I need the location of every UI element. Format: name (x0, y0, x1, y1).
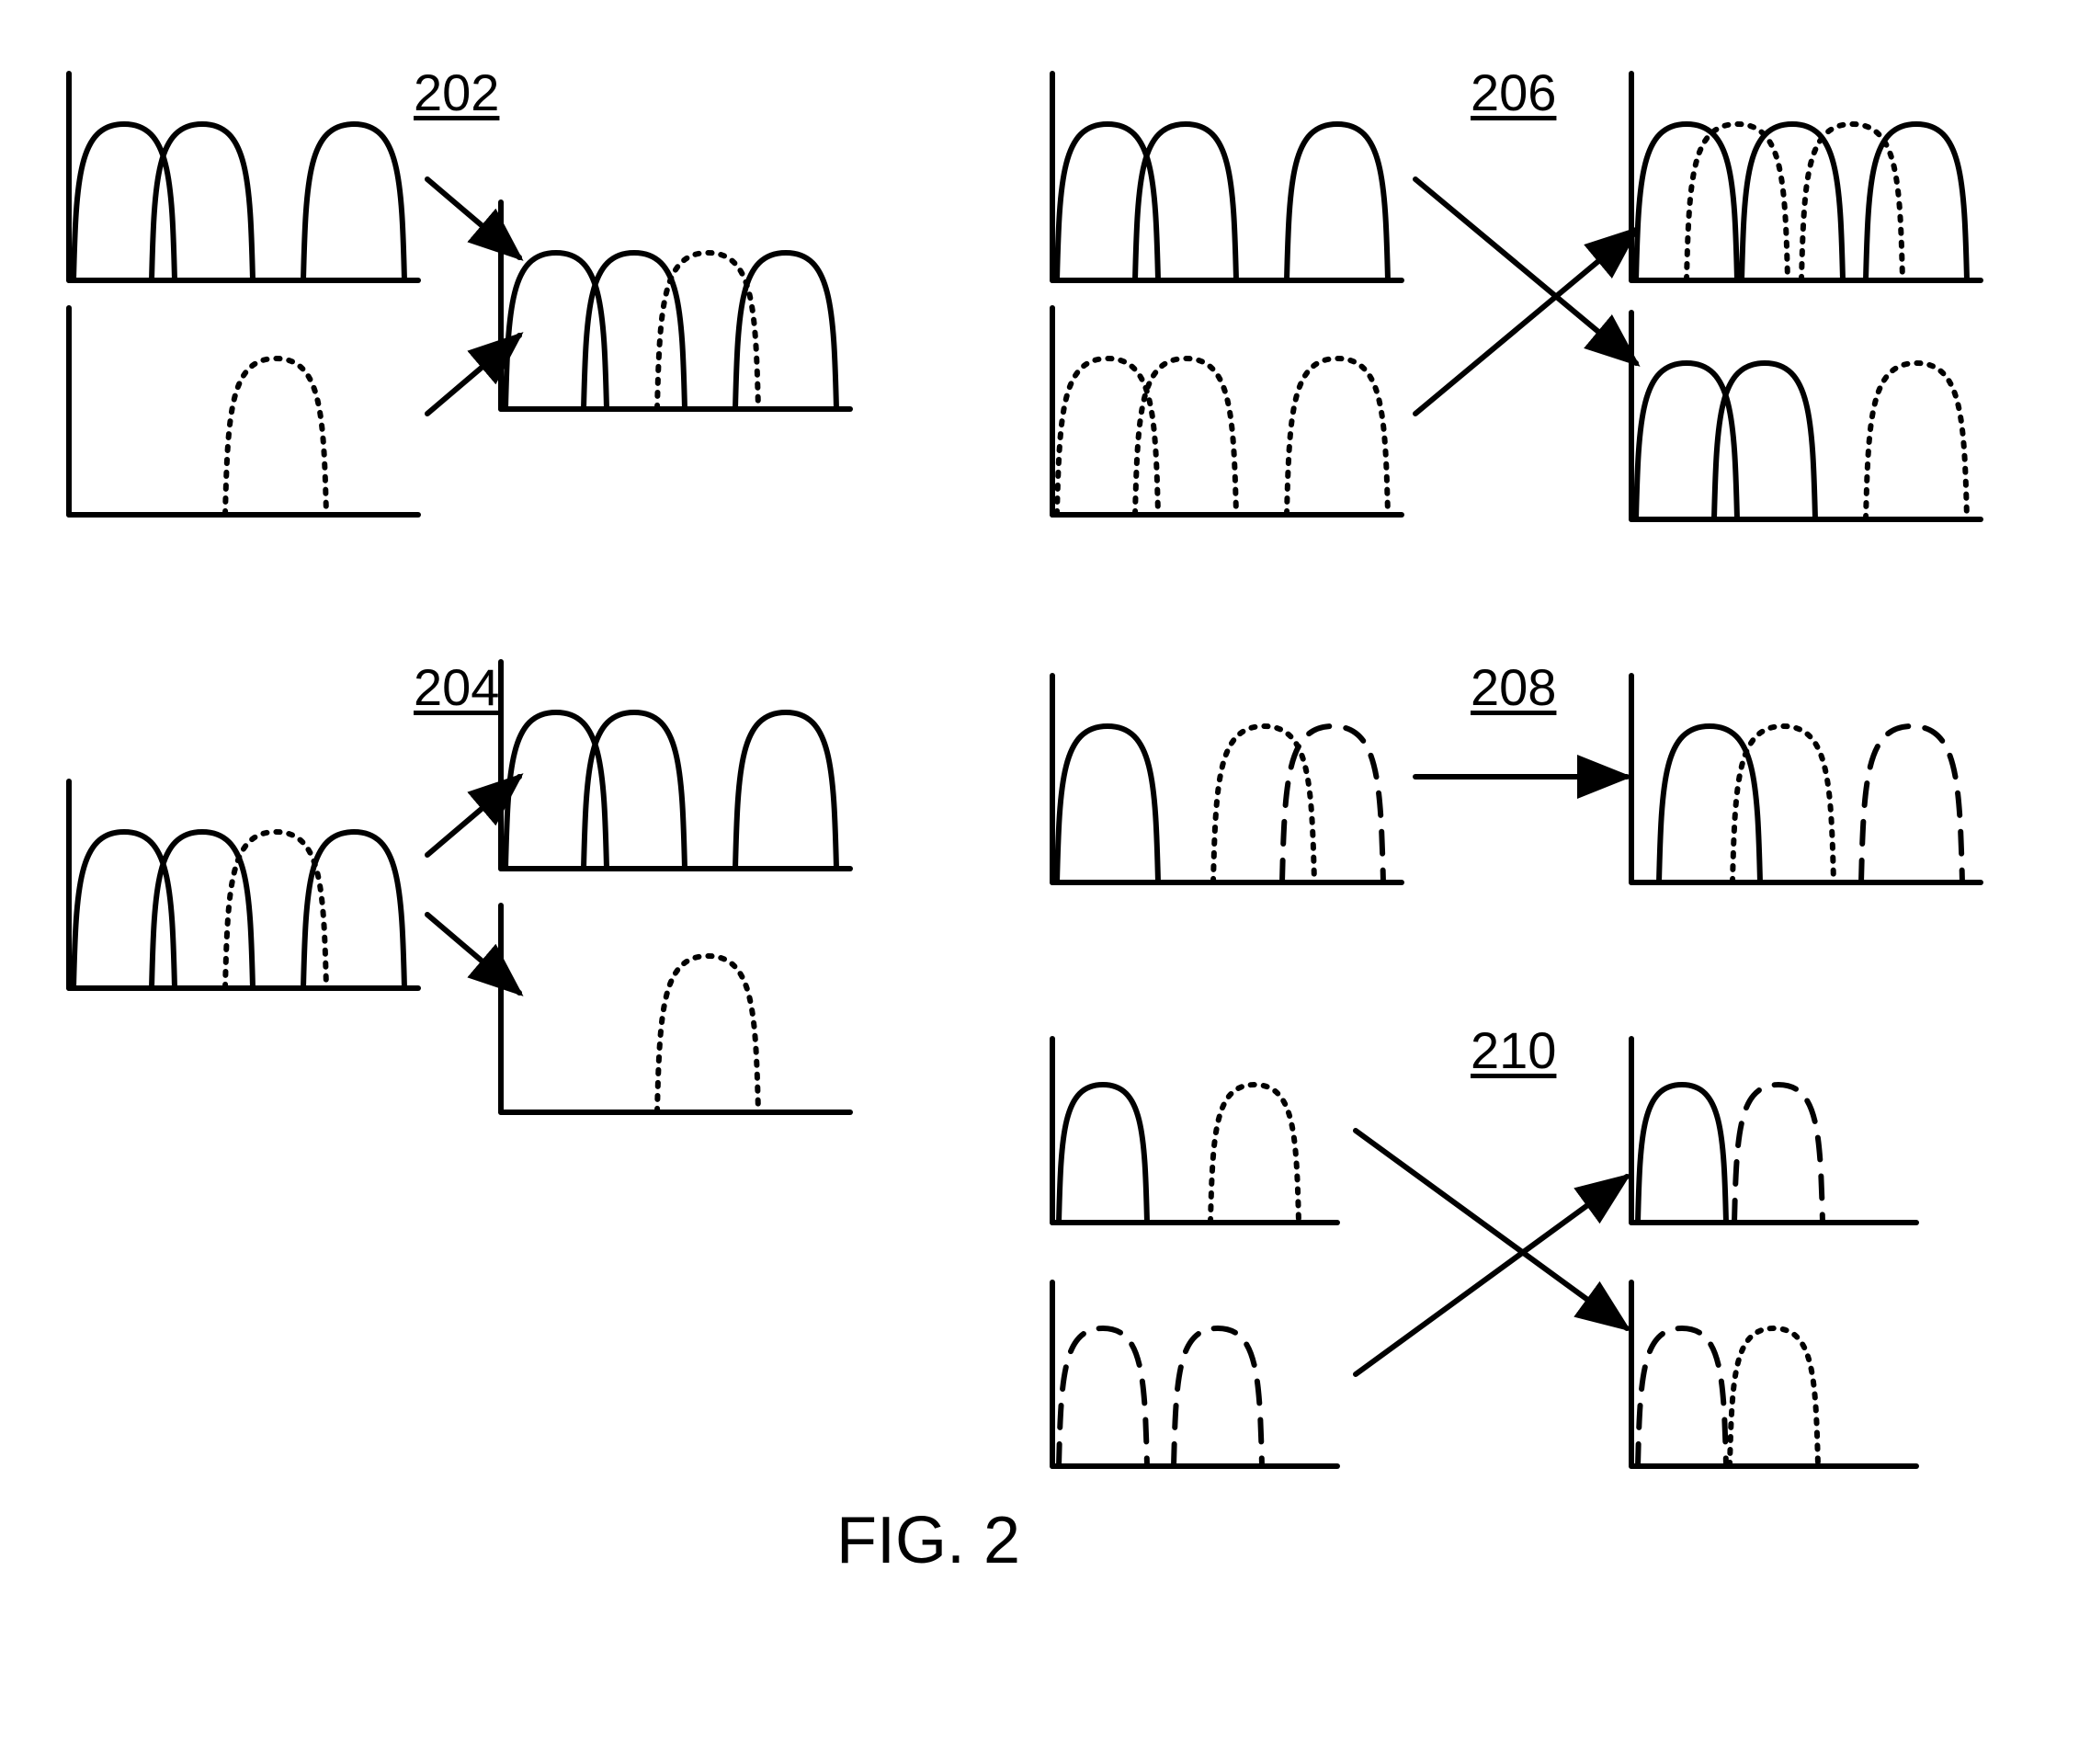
group-206 (1052, 74, 1981, 519)
arrow (1356, 1131, 1627, 1328)
group-202 (69, 74, 850, 515)
mini-plot (501, 202, 850, 409)
group-210 (1052, 1039, 1916, 1466)
mini-plot (501, 905, 850, 1112)
mini-plot (69, 74, 418, 280)
ref-label-210: 210 (1471, 1020, 1556, 1080)
mini-plot (1052, 1039, 1337, 1223)
arrow (427, 915, 519, 993)
mini-plot (1052, 74, 1402, 280)
figure-svg (0, 0, 2079, 1764)
mini-plot (1052, 308, 1402, 515)
mini-plot (69, 308, 418, 515)
arrow (1356, 1177, 1627, 1374)
mini-plot (1631, 74, 1981, 280)
ref-label-206: 206 (1471, 63, 1556, 122)
mini-plot (69, 781, 418, 988)
ref-label-204: 204 (414, 657, 499, 717)
figure-caption: FIG. 2 (836, 1503, 1020, 1578)
group-204 (69, 662, 850, 1112)
mini-plot (1052, 676, 1402, 882)
arrow (1415, 179, 1636, 363)
mini-plot (1631, 313, 1981, 519)
mini-plot (501, 662, 850, 869)
ref-label-208: 208 (1471, 657, 1556, 717)
mini-plot (1631, 676, 1981, 882)
ref-label-202: 202 (414, 63, 499, 122)
mini-plot (1631, 1282, 1916, 1466)
mini-plot (1631, 1039, 1916, 1223)
arrow (1415, 230, 1636, 414)
mini-plot (1052, 1282, 1337, 1466)
arrow (427, 179, 519, 257)
